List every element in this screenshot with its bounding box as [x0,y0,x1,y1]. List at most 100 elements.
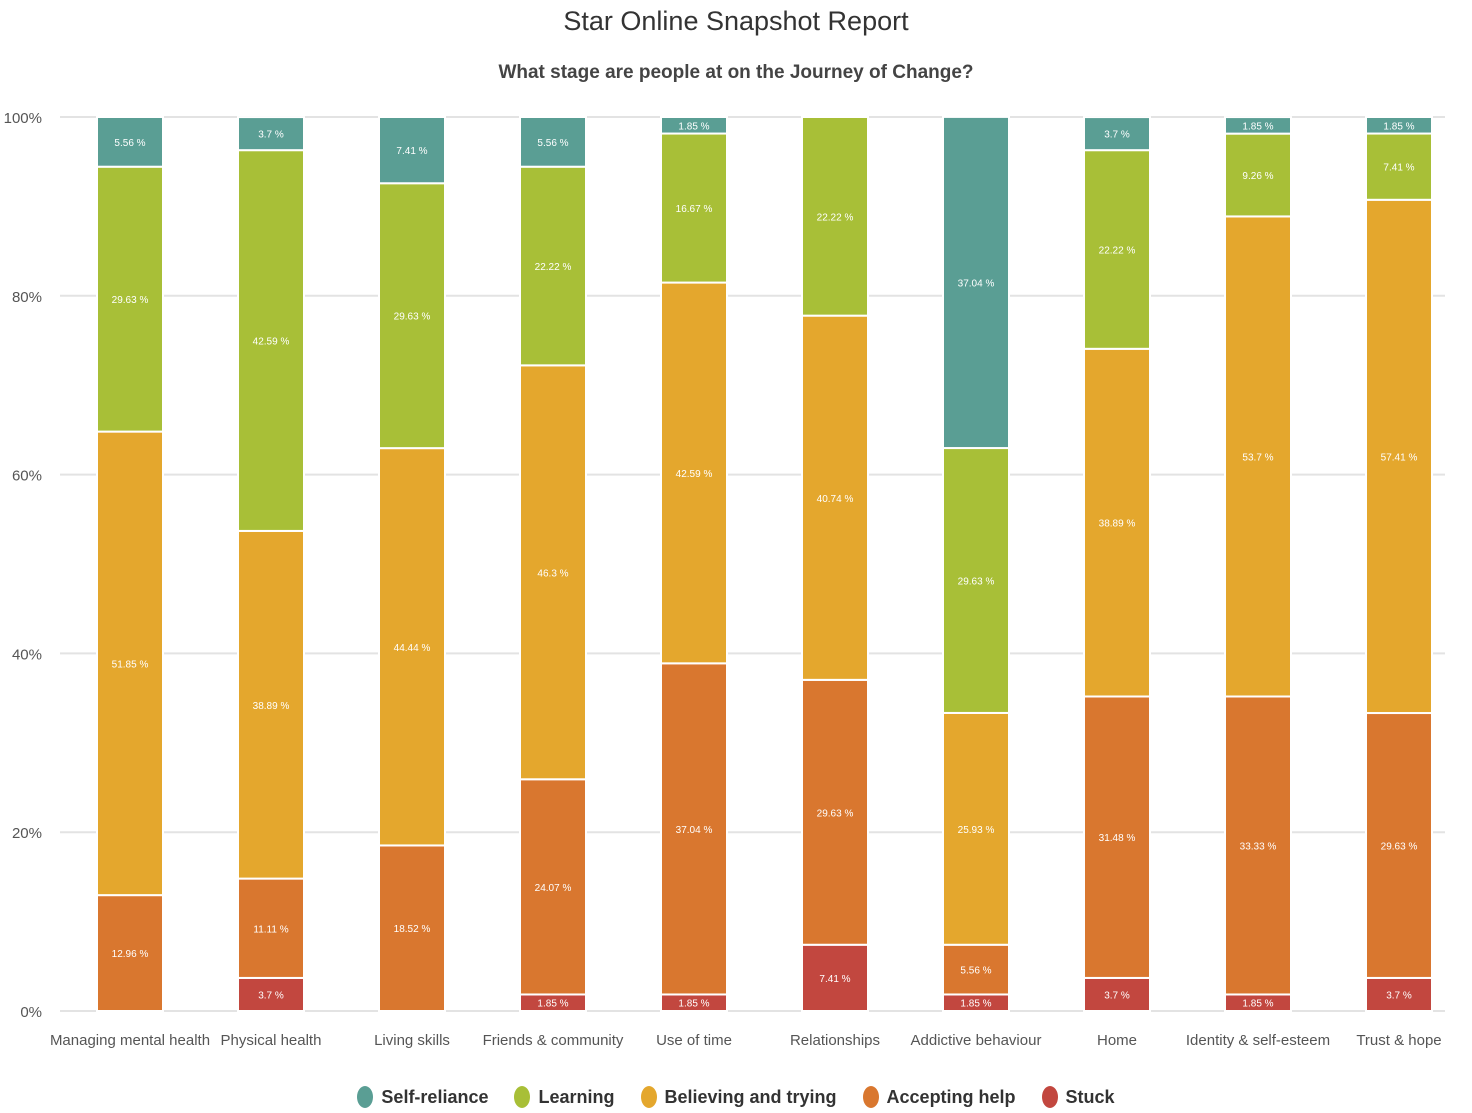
chart-title: Star Online Snapshot Report [563,6,909,36]
bar-segment [1083,116,1151,152]
bar-segment [519,165,587,367]
data-label: 1.85 % [1242,999,1273,1010]
x-tick-label: Use of time [656,1032,732,1049]
bar-segment [96,894,164,1012]
data-label: 38.89 % [253,701,290,712]
bar-segment [1224,695,1292,996]
bar-segment [237,877,305,979]
data-label: 3.7 % [1104,990,1130,1001]
data-label: 3.7 % [1386,990,1412,1001]
data-label: 22.22 % [817,212,854,223]
data-label: 3.7 % [258,990,284,1001]
data-label: 5.56 % [114,138,145,149]
data-label: 38.89 % [1099,519,1136,530]
data-label: 31.48 % [1099,833,1136,844]
data-label: 18.52 % [394,924,431,935]
bar-segment [1224,132,1292,218]
bar-segment [942,447,1010,714]
data-label: 7.41 % [819,974,850,985]
bar-segment [660,116,728,135]
x-axis: Managing mental health Physical health Liv… [50,1032,1442,1049]
bar-segment [378,844,446,1013]
chart-subtitle: What stage are people at on the Journey … [498,62,974,83]
data-label: 7.41 % [396,146,427,157]
bars [96,115,1433,1013]
data-label: 1.85 % [960,999,991,1010]
data-label: 29.63 % [112,295,149,306]
data-label: 11.11 % [253,924,288,935]
bar-segment [942,115,1010,450]
legend-swatch [1041,1086,1058,1108]
legend-item[interactable]: Accepting help [862,1086,1016,1108]
bar-segment [1224,215,1292,698]
data-label: 1.85 % [678,999,709,1010]
data-label: 3.7 % [1104,130,1130,141]
data-label: 1.85 % [537,999,568,1010]
data-label: 29.63 % [958,576,995,587]
bar-segment [1365,116,1433,135]
bar-segment [1365,198,1433,715]
data-label: 46.3 % [537,568,568,579]
bar-segment [378,116,446,185]
legend-item[interactable]: Learning [514,1086,615,1108]
data-label: 53.7 % [1242,452,1273,463]
data-label: 51.85 % [112,659,149,670]
bar-segment [942,711,1010,946]
legend-item[interactable]: Stuck [1041,1086,1115,1108]
bar-segment [237,529,305,880]
x-tick-label: Trust & hope [1356,1032,1441,1049]
bar-segment [1365,712,1433,979]
data-label: 37.04 % [676,825,713,836]
legend-swatch [357,1086,374,1108]
stacked-bar-chart: 0% 20% 40% 60% 80% 100% 12.96 % 51.85 % 29.63 %… [4,110,1445,1049]
legend-label: Accepting help [886,1086,1016,1107]
data-labels: 12.96 % 51.85 % 29.63 % 5.56 % 3.7 % 11.11 % 3… [112,121,1418,1009]
data-label: 29.63 % [394,312,431,323]
bar-segment [96,165,164,433]
bar-segment [96,430,164,897]
legend-item[interactable]: Believing and trying [640,1086,837,1108]
y-tick-label: 60% [12,468,42,485]
bar-segment [519,778,587,996]
bar-segment [1083,695,1151,979]
data-label: 12.96 % [112,949,149,960]
bar-segment [1224,116,1292,135]
bar-segment [801,314,869,681]
bar-segment [942,943,1010,996]
bar-segment [801,116,869,317]
legend-label: Learning [538,1086,615,1107]
data-label: 44.44 % [394,643,431,654]
bar-segment [237,116,305,152]
data-label: 3.7 % [258,130,284,141]
y-tick-label: 40% [12,646,42,663]
bar-segment [519,364,587,781]
x-tick-label: Friends & community [483,1032,624,1049]
data-label: 5.56 % [960,966,991,977]
bar-segment [378,447,446,847]
bar-segment [237,976,305,1012]
data-label: 29.63 % [1381,841,1418,852]
legend-label: Self-reliance [381,1086,489,1107]
data-label: 33.33 % [1240,841,1277,852]
bar-segment [378,182,446,450]
bar-segment [801,943,869,1012]
y-tick-label: 100% [4,110,42,127]
data-label: 22.22 % [1099,245,1136,256]
legend-item[interactable]: Self-reliance [357,1086,488,1108]
y-tick-label: 80% [12,289,42,306]
data-label: 25.93 % [958,825,995,836]
data-label: 42.59 % [676,469,713,480]
bar-segment [660,662,728,996]
y-axis: 0% 20% 40% 60% 80% 100% [4,110,42,1021]
data-label: 29.63 % [817,808,854,819]
bar-segment [519,116,587,168]
x-tick-label: Physical health [221,1032,322,1049]
data-label: 5.56 % [537,138,568,149]
legend-swatch [514,1086,531,1108]
legend-label: Believing and trying [664,1086,837,1107]
legend-swatch [862,1086,879,1108]
x-tick-label: Relationships [790,1032,880,1049]
legend: Self-reliance Learning Believing and tryin… [0,1086,1472,1108]
data-label: 22.22 % [535,262,572,273]
data-label: 1.85 % [1242,121,1273,132]
